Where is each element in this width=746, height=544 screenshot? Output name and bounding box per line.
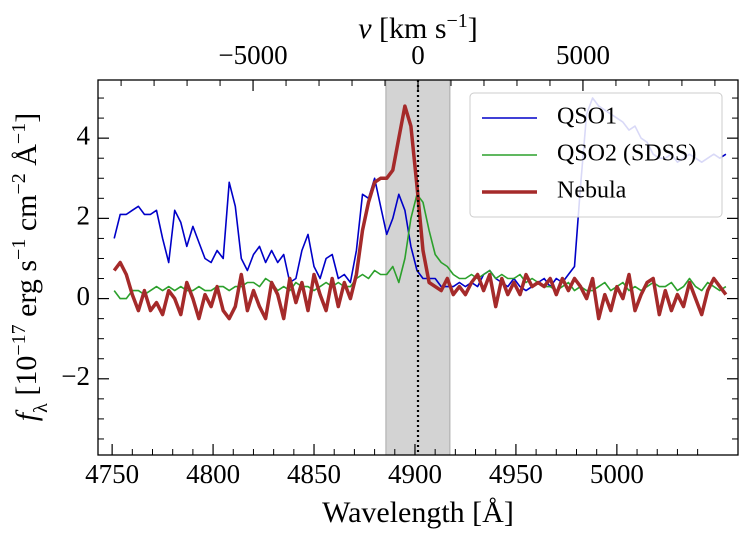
legend-box <box>469 92 723 218</box>
legend-label: Nebula <box>557 178 627 204</box>
label-part: v <box>358 12 372 45</box>
x-tick-label: 4800 <box>186 459 240 489</box>
x-tick-label: 5000 <box>590 459 644 489</box>
legend-label: QSO1 <box>557 104 617 130</box>
series-line <box>112 104 728 321</box>
x2-tick-label: 5000 <box>556 40 610 70</box>
x2-tick-label: −5000 <box>218 40 287 70</box>
x-axis-label: Wavelength [Å] <box>322 496 514 529</box>
x-tick-label: 4850 <box>287 459 341 489</box>
label-part: ] <box>468 12 478 45</box>
label-part: −1 <box>8 239 30 260</box>
x-tick-label: 4950 <box>489 459 543 489</box>
label-part: Å <box>10 144 43 174</box>
x2-tick-label: 0 <box>411 40 425 70</box>
label-part: [km s <box>372 12 447 45</box>
label-part: −17 <box>8 324 30 355</box>
label-part: λ <box>30 403 52 413</box>
y-tick-label: 2 <box>77 201 91 231</box>
y-tick-label: 4 <box>77 120 91 150</box>
label-part: −1 <box>447 10 468 32</box>
label-part: cm <box>10 195 43 239</box>
label-part: erg s <box>10 260 43 324</box>
label-part: −1 <box>8 123 30 144</box>
y-tick-label: −2 <box>61 361 90 391</box>
label-part: ] <box>10 113 43 123</box>
x-tick-label: 4900 <box>388 459 442 489</box>
label-part: −2 <box>8 173 30 194</box>
top-axis-label: v [km s−1] <box>358 10 478 45</box>
label-part: [10 <box>10 356 43 404</box>
y-axis-label: fλ [10−17 erg s−1 cm−2 Å−1] <box>8 113 52 421</box>
x-tick-label: 4750 <box>85 459 139 489</box>
y-tick-label: 0 <box>77 281 91 311</box>
legend-label: QSO2 (SDSS) <box>557 141 696 167</box>
